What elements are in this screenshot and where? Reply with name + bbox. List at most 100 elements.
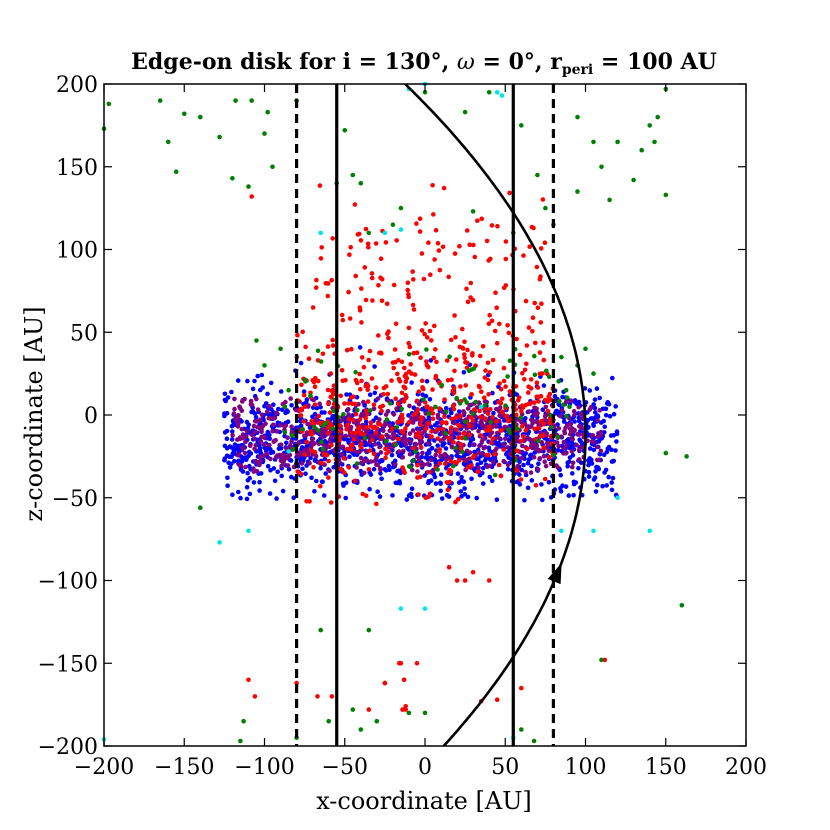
data-point-red bbox=[340, 378, 346, 384]
data-point-blue bbox=[368, 472, 374, 477]
data-point-red bbox=[410, 269, 416, 274]
data-point-purple bbox=[278, 452, 284, 458]
data-point-purple bbox=[267, 442, 272, 448]
data-point-purple bbox=[555, 465, 561, 470]
data-point-purple bbox=[534, 419, 539, 425]
data-point-red bbox=[356, 231, 362, 237]
data-point-blue bbox=[321, 493, 327, 498]
data-point-green bbox=[531, 738, 537, 744]
data-point-green bbox=[631, 177, 636, 183]
data-point-red bbox=[414, 661, 420, 666]
data-point-blue bbox=[435, 443, 441, 448]
data-point-purple bbox=[262, 442, 267, 447]
data-point-red bbox=[498, 386, 504, 392]
data-point-red bbox=[379, 298, 385, 304]
data-point-green bbox=[282, 429, 288, 435]
data-point-purple bbox=[528, 470, 534, 475]
data-point-red bbox=[432, 257, 437, 262]
data-point-red bbox=[371, 451, 377, 457]
data-point-red bbox=[526, 401, 532, 407]
data-point-red bbox=[468, 280, 474, 286]
data-point-purple bbox=[490, 459, 496, 465]
data-point-red bbox=[463, 383, 469, 388]
data-point-blue bbox=[298, 418, 303, 424]
data-point-purple bbox=[253, 429, 258, 435]
data-point-purple bbox=[588, 404, 594, 410]
data-point-green bbox=[450, 463, 456, 469]
data-point-red bbox=[483, 406, 488, 412]
data-point-purple bbox=[255, 407, 261, 412]
data-point-green bbox=[399, 406, 405, 412]
data-point-green bbox=[320, 446, 326, 452]
data-point-blue bbox=[594, 386, 600, 391]
data-point-red bbox=[534, 394, 540, 400]
data-point-green bbox=[492, 472, 498, 478]
data-point-red bbox=[389, 426, 395, 432]
data-point-green bbox=[679, 603, 685, 608]
data-point-blue bbox=[525, 485, 531, 491]
data-point-purple bbox=[563, 451, 569, 456]
data-point-red bbox=[397, 661, 402, 666]
data-point-green bbox=[462, 109, 468, 115]
data-point-purple bbox=[257, 459, 263, 464]
data-point-purple bbox=[279, 463, 284, 469]
data-point-green bbox=[303, 379, 308, 384]
data-point-red bbox=[369, 376, 375, 381]
data-point-red bbox=[378, 422, 383, 427]
data-point-purple bbox=[287, 452, 293, 458]
orbit bbox=[403, 84, 587, 746]
data-point-blue bbox=[480, 465, 486, 471]
data-point-red bbox=[451, 440, 456, 445]
data-point-red bbox=[421, 276, 427, 282]
data-point-red bbox=[295, 469, 300, 474]
data-point-purple bbox=[378, 467, 383, 473]
title-omega: ω bbox=[457, 50, 475, 75]
data-point-red bbox=[311, 465, 316, 470]
data-point-red bbox=[365, 399, 371, 404]
data-point-purple bbox=[230, 432, 235, 438]
data-point-purple bbox=[274, 410, 279, 416]
data-point-red bbox=[499, 396, 505, 402]
data-point-red bbox=[364, 412, 370, 417]
data-point-red bbox=[533, 340, 538, 346]
data-point-purple bbox=[531, 454, 537, 460]
x-tick-label: 0 bbox=[418, 755, 432, 780]
data-point-red bbox=[379, 277, 385, 282]
data-point-red bbox=[410, 445, 416, 451]
data-point-red bbox=[353, 273, 359, 279]
data-point-blue bbox=[606, 474, 611, 480]
y-tick-label: −200 bbox=[38, 735, 98, 760]
data-point-red bbox=[338, 466, 344, 472]
data-point-green bbox=[318, 359, 324, 364]
data-point-green bbox=[238, 738, 243, 744]
data-point-green bbox=[157, 98, 163, 103]
data-point-red bbox=[518, 477, 524, 482]
data-point-blue bbox=[523, 416, 528, 421]
data-point-blue bbox=[591, 447, 597, 453]
data-point-green bbox=[315, 428, 321, 433]
data-point-blue bbox=[592, 475, 598, 480]
data-point-red bbox=[295, 332, 300, 338]
data-point-blue bbox=[394, 480, 400, 486]
data-point-blue bbox=[222, 430, 228, 435]
data-point-red bbox=[363, 415, 369, 421]
data-point-blue bbox=[245, 378, 250, 384]
data-point-red bbox=[519, 685, 524, 691]
data-point-red bbox=[366, 707, 372, 712]
data-point-red bbox=[416, 492, 421, 497]
data-point-purple bbox=[546, 448, 552, 454]
data-point-red bbox=[430, 183, 435, 188]
data-point-purple bbox=[356, 438, 362, 443]
data-point-red bbox=[363, 297, 369, 303]
data-point-red bbox=[316, 413, 322, 419]
data-point-red bbox=[515, 468, 520, 473]
data-point-purple bbox=[371, 406, 377, 412]
data-point-red bbox=[532, 426, 537, 432]
data-point-red bbox=[384, 301, 390, 307]
data-point-purple bbox=[561, 439, 567, 445]
data-point-green bbox=[515, 426, 520, 432]
data-point-purple bbox=[407, 431, 413, 436]
data-point-red bbox=[458, 413, 464, 419]
data-point-blue bbox=[458, 489, 464, 494]
data-point-red bbox=[337, 423, 343, 428]
